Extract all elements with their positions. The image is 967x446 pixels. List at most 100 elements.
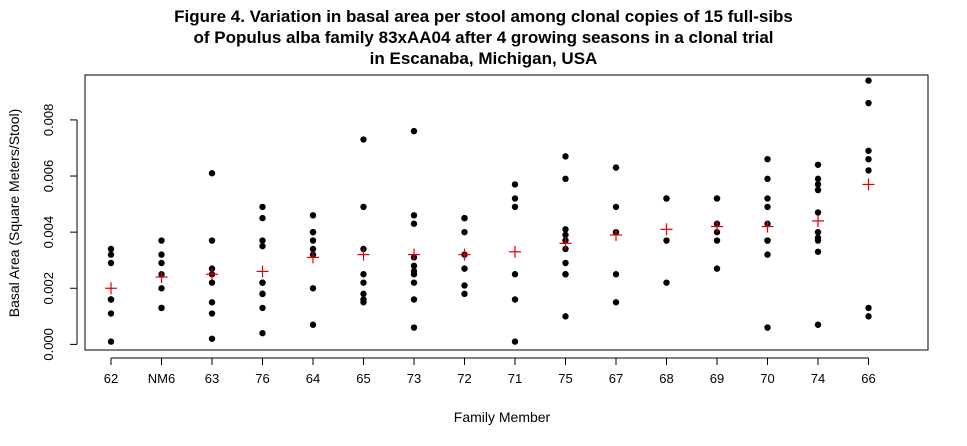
data-point bbox=[865, 77, 872, 84]
data-point bbox=[865, 304, 872, 312]
data-point bbox=[814, 228, 822, 236]
x-tick-label: 68 bbox=[659, 371, 673, 386]
mean-marker bbox=[610, 228, 622, 241]
data-point bbox=[107, 296, 115, 303]
data-point bbox=[612, 271, 620, 278]
mean-marker bbox=[660, 223, 673, 236]
data-point bbox=[410, 324, 418, 331]
data-point bbox=[259, 242, 266, 250]
data-point bbox=[511, 338, 519, 345]
data-point bbox=[764, 237, 771, 244]
data-point bbox=[107, 245, 115, 253]
data-point bbox=[612, 203, 620, 211]
data-point bbox=[663, 237, 670, 244]
data-point bbox=[461, 282, 468, 289]
data-point bbox=[158, 251, 165, 258]
data-point bbox=[461, 265, 468, 272]
mean-marker bbox=[509, 245, 521, 258]
mean-marker bbox=[256, 265, 269, 278]
data-point bbox=[208, 310, 216, 317]
mean-marker bbox=[155, 271, 168, 284]
data-point bbox=[309, 237, 317, 244]
data-point bbox=[511, 203, 519, 211]
data-point bbox=[764, 251, 771, 258]
data-point bbox=[309, 321, 317, 328]
data-point bbox=[259, 237, 266, 244]
data-point bbox=[865, 155, 872, 163]
data-point bbox=[158, 237, 165, 244]
data-point bbox=[360, 271, 367, 278]
data-point bbox=[562, 271, 569, 278]
data-point bbox=[107, 259, 115, 267]
data-point bbox=[713, 265, 721, 272]
data-point bbox=[511, 271, 519, 278]
data-point bbox=[309, 228, 317, 236]
data-point bbox=[107, 310, 115, 317]
data-point bbox=[713, 195, 721, 202]
data-point bbox=[511, 296, 519, 303]
data-point bbox=[612, 299, 620, 306]
data-point bbox=[562, 226, 569, 233]
data-point bbox=[208, 170, 216, 177]
chart-title: Figure 4. Variation in basal area per st… bbox=[0, 6, 967, 69]
plot-frame bbox=[84, 74, 929, 351]
data-point bbox=[410, 271, 418, 278]
data-point bbox=[309, 285, 317, 292]
x-tick-label: 70 bbox=[760, 371, 774, 386]
x-tick-label: 67 bbox=[609, 371, 623, 386]
x-tick-label: 62 bbox=[104, 371, 118, 386]
data-point bbox=[461, 228, 468, 236]
data-point bbox=[814, 237, 822, 244]
data-point bbox=[208, 299, 216, 306]
data-point bbox=[663, 195, 670, 202]
data-points bbox=[107, 77, 872, 345]
y-tick-label: 0.000 bbox=[41, 328, 56, 361]
data-point bbox=[461, 214, 468, 222]
data-point bbox=[259, 279, 266, 286]
mean-marker bbox=[408, 248, 420, 261]
data-point bbox=[259, 290, 266, 298]
data-point bbox=[814, 248, 822, 255]
data-point bbox=[208, 237, 216, 244]
data-point bbox=[107, 338, 115, 345]
data-point bbox=[259, 304, 266, 312]
mean-marker bbox=[812, 214, 824, 227]
data-point bbox=[865, 99, 872, 107]
x-tick-label: 65 bbox=[356, 371, 370, 386]
data-point bbox=[814, 161, 822, 168]
title-line-2: of Populus alba family 83xAA04 after 4 g… bbox=[193, 28, 774, 47]
mean-marker bbox=[357, 248, 370, 261]
data-point bbox=[259, 329, 266, 337]
y-axis-label: Basal Area (Square Meters/Stool) bbox=[6, 109, 22, 318]
data-point bbox=[107, 251, 115, 258]
data-point bbox=[865, 167, 872, 174]
x-tick-label: 72 bbox=[457, 371, 471, 386]
x-tick-label: 71 bbox=[508, 371, 522, 386]
mean-marker bbox=[862, 178, 875, 191]
data-point bbox=[208, 279, 216, 286]
x-axis: 62 NM6 63 76 64 65 73 72 71 75 67 68 69 70 74 66 bbox=[104, 357, 876, 386]
data-point bbox=[461, 290, 468, 298]
data-point bbox=[562, 175, 569, 183]
data-point bbox=[360, 299, 367, 306]
data-point bbox=[158, 259, 165, 267]
data-point bbox=[764, 324, 771, 331]
title-line-3: in Escanaba, Michigan, USA bbox=[369, 49, 598, 68]
y-tick-label: 0.006 bbox=[41, 160, 56, 193]
data-point bbox=[764, 175, 771, 183]
x-tick-label: 69 bbox=[710, 371, 724, 386]
mean-marker bbox=[307, 251, 319, 264]
x-tick-label: 63 bbox=[205, 371, 219, 386]
mean-marker bbox=[105, 282, 117, 295]
x-tick-label: 73 bbox=[407, 371, 421, 386]
data-point bbox=[562, 259, 569, 267]
data-point bbox=[410, 212, 418, 219]
title-line-1: Figure 4. Variation in basal area per st… bbox=[174, 7, 793, 26]
data-point bbox=[764, 203, 771, 211]
data-point bbox=[562, 231, 569, 239]
data-point bbox=[865, 313, 872, 320]
data-point bbox=[259, 214, 266, 222]
mean-marker bbox=[206, 268, 218, 281]
data-point bbox=[259, 203, 266, 211]
data-point bbox=[309, 212, 317, 219]
